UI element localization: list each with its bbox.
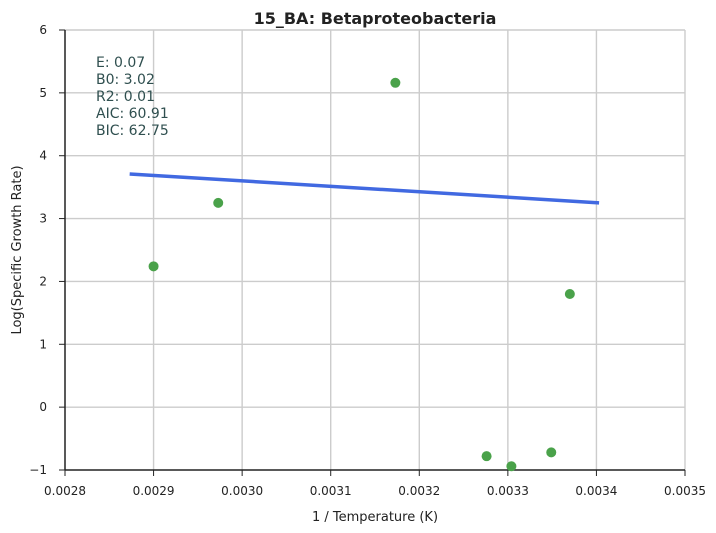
annotation-e: E: 0.07 bbox=[96, 55, 145, 71]
chart-title: 15_BA: Betaproteobacteria bbox=[254, 9, 497, 28]
data-point bbox=[148, 261, 159, 272]
data-series bbox=[129, 77, 600, 472]
x-tick-label: 0.0028 bbox=[44, 484, 86, 498]
annotation-bic: BIC: 62.75 bbox=[96, 123, 169, 139]
y-tick-label: 1 bbox=[39, 337, 47, 351]
axes bbox=[59, 29, 686, 476]
x-axis-label: 1 / Temperature (K) bbox=[312, 510, 438, 525]
y-tick-label: 2 bbox=[39, 274, 47, 288]
x-tick-label: 0.0034 bbox=[575, 484, 617, 498]
y-tick-label: −1 bbox=[29, 463, 47, 477]
data-point bbox=[481, 451, 492, 462]
x-tick-label: 0.0032 bbox=[398, 484, 440, 498]
y-tick-label: 5 bbox=[39, 86, 47, 100]
fit-annotations: E: 0.07 B0: 3.02 R2: 0.01 AIC: 60.91 BIC… bbox=[96, 55, 169, 139]
x-tick-label: 0.0033 bbox=[487, 484, 529, 498]
data-point bbox=[564, 289, 575, 299]
x-tick-label: 0.0031 bbox=[310, 484, 352, 498]
y-tick-labels: −1 0 1 2 3 4 5 6 bbox=[29, 23, 47, 477]
x-tick-labels: 0.0028 0.0029 0.0030 0.0031 0.0032 0.0033 0.00… bbox=[44, 484, 706, 498]
annotation-b0: B0: 3.02 bbox=[96, 72, 155, 88]
y-tick-label: 4 bbox=[39, 149, 47, 163]
annotation-aic: AIC: 60.91 bbox=[96, 106, 169, 122]
data-point bbox=[506, 461, 517, 472]
y-tick-label: 3 bbox=[39, 212, 47, 226]
y-tick-label: 0 bbox=[39, 400, 47, 414]
y-tick-label: 6 bbox=[39, 23, 47, 37]
grid bbox=[65, 29, 686, 470]
x-tick-label: 0.0035 bbox=[664, 484, 706, 498]
data-point bbox=[213, 197, 224, 208]
y-axis-label: Log(Specific Growth Rate) bbox=[10, 165, 25, 334]
data-point bbox=[390, 77, 401, 88]
fit-line bbox=[129, 172, 600, 205]
annotation-r2: R2: 0.01 bbox=[96, 89, 155, 105]
x-tick-label: 0.0029 bbox=[133, 484, 175, 498]
x-tick-label: 0.0030 bbox=[221, 484, 263, 498]
data-point bbox=[546, 447, 557, 458]
